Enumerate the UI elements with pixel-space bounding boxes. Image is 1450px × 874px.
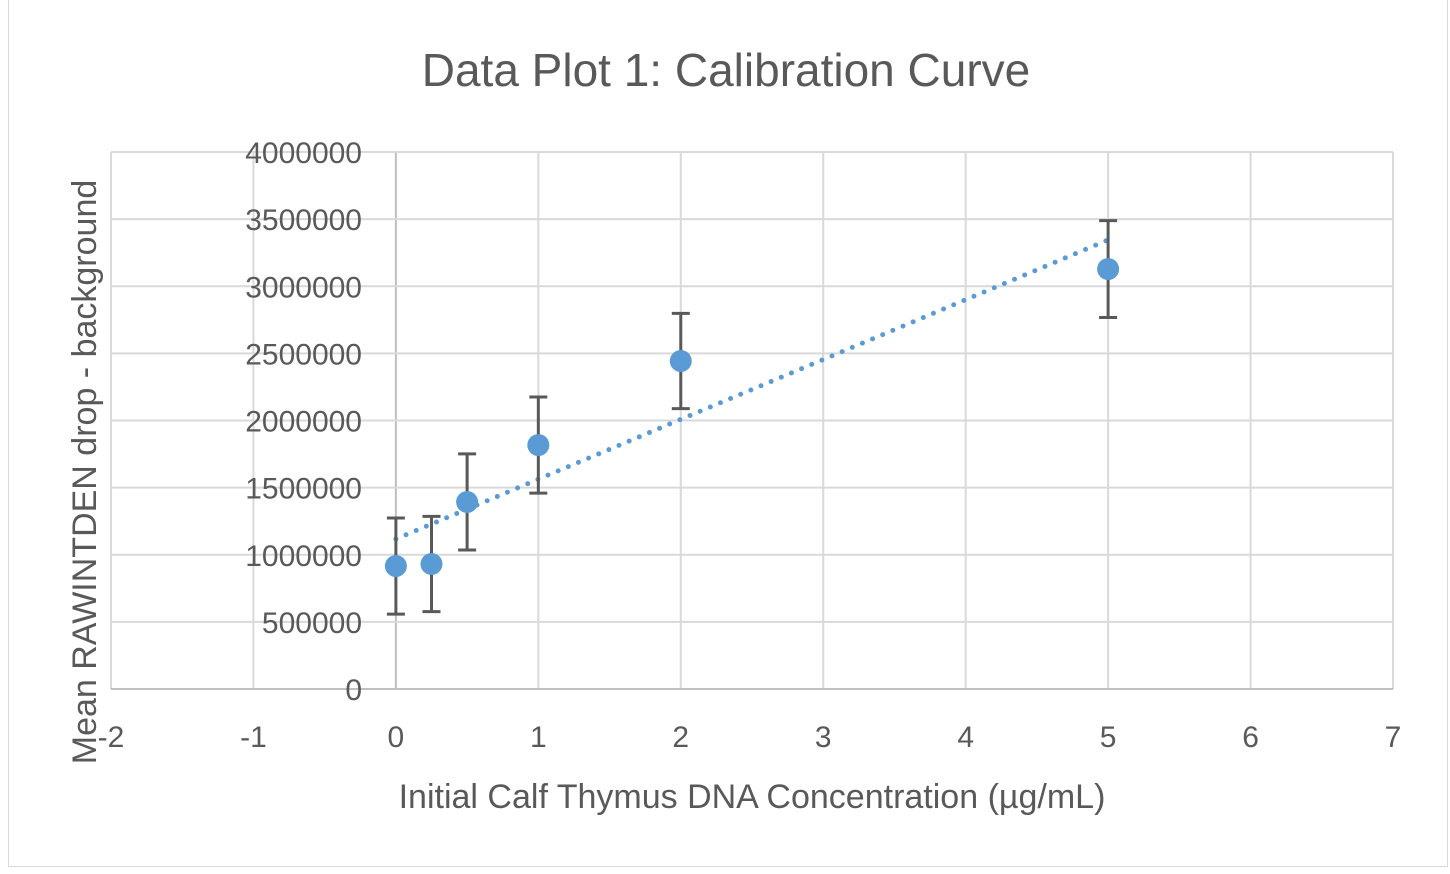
y-tick-label: 3000000	[245, 271, 362, 304]
x-tick-label: 6	[1242, 721, 1259, 754]
y-tick-label: 500000	[262, 607, 362, 640]
x-axis-label: Initial Calf Thymus DNA Concentration (µ…	[399, 778, 1106, 816]
data-point	[1097, 258, 1120, 281]
x-tick-label: 0	[388, 721, 405, 754]
x-tick-label: 4	[957, 721, 974, 754]
chart-title: Data Plot 1: Calibration Curve	[422, 44, 1031, 96]
x-tick-label: 2	[672, 721, 689, 754]
x-tick-label: -1	[240, 721, 267, 754]
y-tick-label: 4000000	[245, 137, 362, 170]
chart-area	[8, 0, 1448, 867]
trendline	[393, 237, 1111, 542]
y-tick-label: 3500000	[245, 204, 362, 237]
y-tick-label: 2000000	[245, 406, 362, 439]
x-tick-label: 3	[815, 721, 832, 754]
x-tick-label: 1	[530, 721, 547, 754]
x-tick-label: 5	[1100, 721, 1117, 754]
y-axis-label: Mean RAWINTDEN drop - background	[66, 180, 104, 765]
y-tick-label: 2500000	[245, 338, 362, 371]
y-tick-label: 0	[345, 674, 362, 707]
y-tick-label: 1500000	[245, 473, 362, 506]
data-point	[527, 434, 550, 457]
data-point	[420, 553, 443, 576]
x-tick-label: 7	[1385, 721, 1402, 754]
data-point	[384, 555, 407, 578]
data-point	[456, 490, 479, 513]
x-tick-label: -2	[98, 721, 125, 754]
y-tick-label: 1000000	[245, 540, 362, 573]
data-point	[669, 350, 692, 373]
